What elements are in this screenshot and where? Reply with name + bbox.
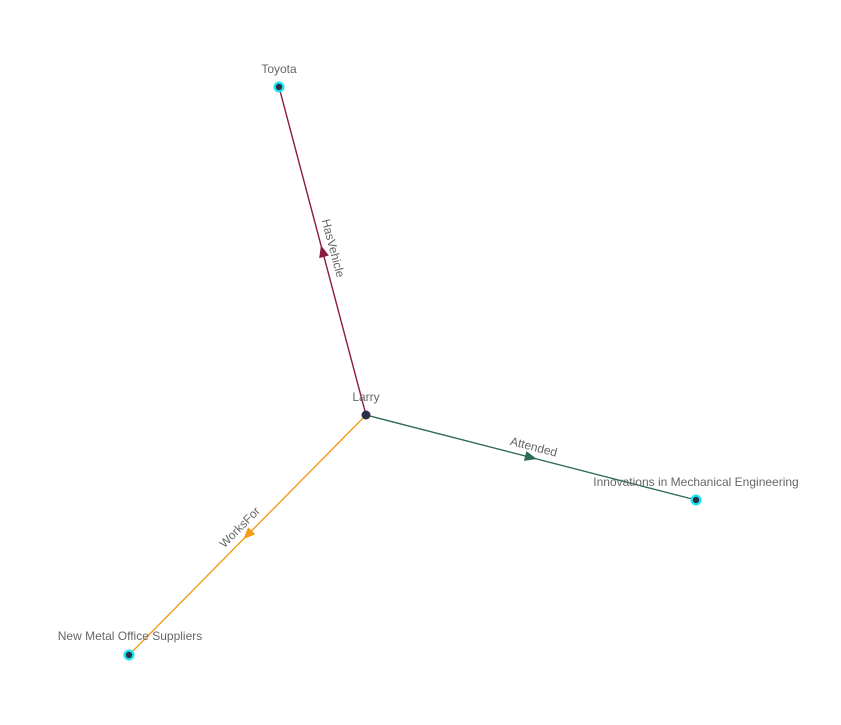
arrow-icon [523,451,537,461]
edge-worksfor: WorksFor [128,414,367,656]
edge-label: Attended [509,434,559,460]
node-dot[interactable] [692,496,700,504]
edge-hasvehicle: HasVehicle [278,86,367,416]
node-dot[interactable] [275,83,283,91]
node-toyota[interactable]: Toyota [261,62,297,93]
node-larry[interactable]: Larry [352,390,380,420]
node-label: Toyota [261,62,297,76]
node-label: Larry [352,390,379,404]
node-label: Innovations in Mechanical Engineering [593,475,798,489]
node-dot[interactable] [361,410,371,420]
node-innov[interactable]: Innovations in Mechanical Engineering [593,475,799,506]
node-label: New Metal Office Suppliers [58,629,203,643]
node-newmetal[interactable]: New Metal Office Suppliers [58,629,203,661]
node-dot[interactable] [125,651,133,659]
arrow-icon [319,245,329,259]
arrow-icon [243,527,256,540]
